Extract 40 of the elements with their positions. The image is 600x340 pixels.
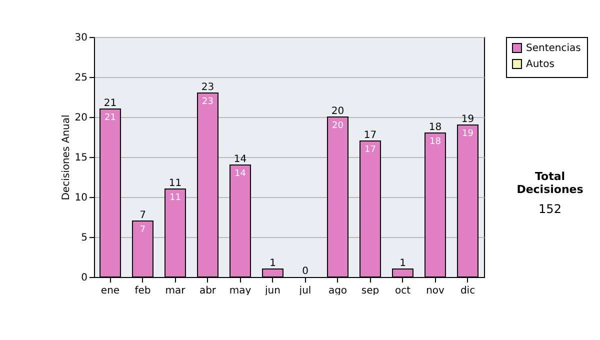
x-tick-label: feb <box>134 286 151 296</box>
total-label: 18 <box>428 122 442 133</box>
total-label: 14 <box>234 154 247 165</box>
data-label: 7 <box>140 225 146 235</box>
x-tick-label: mar <box>165 286 186 296</box>
total-label: 19 <box>461 114 474 125</box>
x-tick-label: oct <box>394 286 411 296</box>
total-label: 1 <box>270 258 276 269</box>
legend-label: Autos <box>526 59 554 70</box>
text: Total Decisiones <box>516 170 584 196</box>
x-tick-label: abr <box>199 286 217 296</box>
y-tick-label: 0 <box>81 272 88 284</box>
text: 152 <box>538 202 562 216</box>
y-tick-label: 20 <box>74 112 88 124</box>
y-tick-label: 10 <box>74 192 88 204</box>
data-label: 21 <box>104 113 116 123</box>
data-label: 14 <box>234 169 246 179</box>
x-tick-label: nov <box>426 286 445 296</box>
total-label: 1 <box>400 258 406 269</box>
total-label: 21 <box>104 98 117 109</box>
data-label: 23 <box>202 97 214 107</box>
x-tick-label: ene <box>100 286 120 296</box>
data-label: 11 <box>170 193 181 203</box>
y-tick-label: 15 <box>74 152 88 164</box>
data-label: 20 <box>332 121 344 131</box>
data-label: 19 <box>462 129 474 139</box>
y-tick-label: 30 <box>74 32 88 44</box>
total-label: 20 <box>331 106 344 117</box>
y-axis-title: Decisiones Anual <box>60 114 72 200</box>
data-label: 17 <box>364 145 376 155</box>
y-tick-label: 25 <box>74 72 88 84</box>
total-label: 11 <box>168 178 182 189</box>
legend-label: Sentencias <box>526 43 581 54</box>
total-label: 17 <box>364 130 377 141</box>
total-label: 7 <box>140 210 146 221</box>
data-label: 18 <box>430 137 442 147</box>
x-tick-label: dic <box>460 286 476 296</box>
y-tick-label: 5 <box>81 232 88 244</box>
total-label: 23 <box>201 82 214 93</box>
total-label: 0 <box>302 266 308 277</box>
